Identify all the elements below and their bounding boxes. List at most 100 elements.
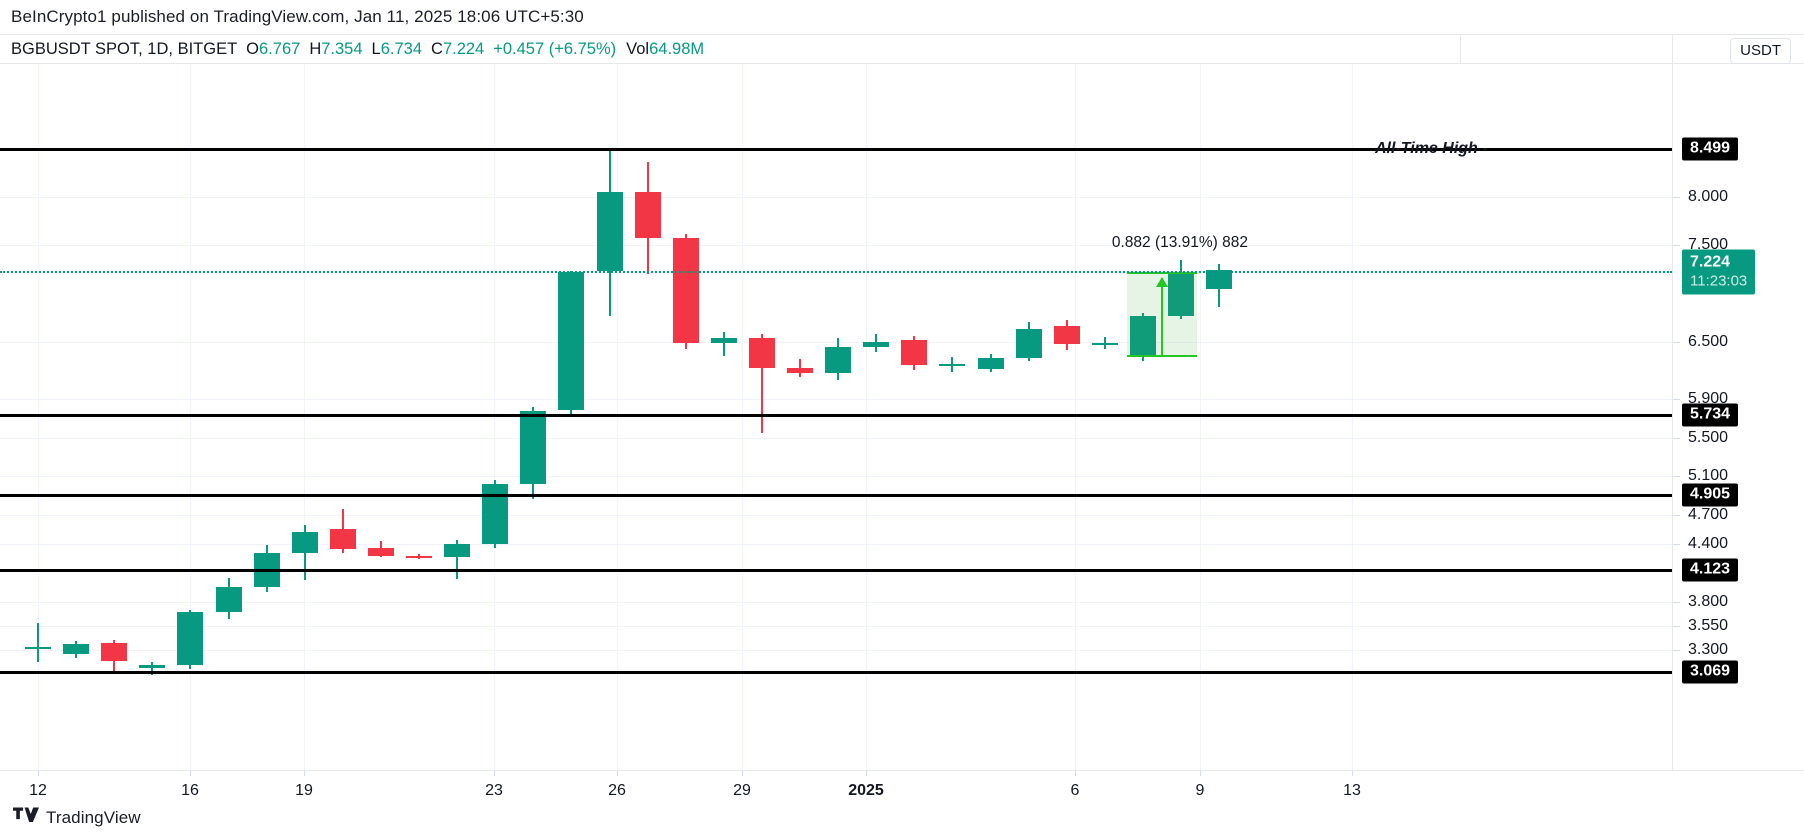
price-axis-label: 4.400 <box>1688 535 1729 552</box>
gridline-vertical <box>1200 64 1201 770</box>
measurement-label: 0.882 (13.91%) 882 <box>1111 234 1249 252</box>
time-axis-tick <box>190 771 191 776</box>
gridline-vertical <box>866 64 867 770</box>
candle-body[interactable] <box>977 357 1004 369</box>
legend-volume: Vol64.98M <box>626 40 704 59</box>
candle-body[interactable] <box>1168 272 1194 316</box>
time-axis-tick <box>1352 771 1353 776</box>
candle-body[interactable] <box>367 547 394 557</box>
time-axis-tick <box>866 771 867 776</box>
price-level-badge[interactable]: 4.905 <box>1682 483 1739 507</box>
currency-badge[interactable]: USDT <box>1730 38 1791 64</box>
time-axis-label: 19 <box>295 782 313 799</box>
price-axis-label: 8.000 <box>1688 188 1729 205</box>
candle-body[interactable] <box>710 337 737 344</box>
price-level-badge[interactable]: 4.123 <box>1682 558 1739 582</box>
candle-body[interactable] <box>215 587 242 613</box>
candle-body[interactable] <box>406 556 432 559</box>
price-level-badge[interactable]: 5.734 <box>1682 403 1739 427</box>
price-level-line[interactable] <box>0 147 1672 151</box>
gridline-horizontal <box>0 399 1672 400</box>
time-axis-tick <box>1200 771 1201 776</box>
candle-wick <box>37 622 39 663</box>
time-axis-label: 9 <box>1195 782 1205 799</box>
current-price-badge[interactable]: 7.224 11:23:03 <box>1682 249 1756 295</box>
price-axis-tick <box>1673 544 1680 545</box>
candle-body[interactable] <box>1129 316 1156 356</box>
time-axis-label: 16 <box>181 782 199 799</box>
footer: TradingView <box>0 803 1804 833</box>
price-axis-tick <box>1673 399 1680 400</box>
price-level-line[interactable] <box>0 568 1672 572</box>
time-axis-label: 12 <box>29 782 47 799</box>
candle-body[interactable] <box>25 646 51 649</box>
price-badge-value: 4.905 <box>1690 485 1731 503</box>
candle-body[interactable] <box>748 337 775 368</box>
candle-wick <box>456 539 459 580</box>
time-axis-tick <box>494 771 495 776</box>
candle-body[interactable] <box>787 367 813 374</box>
price-level-badge[interactable]: 8.499 <box>1682 137 1739 161</box>
candle-body[interactable] <box>596 192 623 272</box>
price-axis-label: 7.500 <box>1688 236 1729 253</box>
candle-body[interactable] <box>101 643 128 662</box>
price-axis-label: 4.700 <box>1688 506 1729 523</box>
candle-body[interactable] <box>672 238 699 344</box>
all-time-high-label: All-Time High - <box>1375 140 1488 157</box>
time-axis-label: 13 <box>1343 782 1361 799</box>
price-axis-label: 3.800 <box>1688 593 1729 610</box>
candle-body[interactable] <box>1206 270 1233 289</box>
candle-body[interactable] <box>558 272 585 410</box>
gridline-vertical <box>190 64 191 770</box>
tradingview-logo-icon <box>13 807 39 829</box>
price-level-line[interactable] <box>0 493 1672 497</box>
candle-body[interactable] <box>634 192 661 239</box>
legend-divider-1 <box>1460 35 1461 63</box>
candle-body[interactable] <box>825 347 852 374</box>
legend-high-key: H <box>309 39 322 58</box>
price-badge-value: 5.734 <box>1690 405 1731 423</box>
time-axis-tick <box>38 771 39 776</box>
footer-brand: TradingView <box>46 808 141 827</box>
candle-body[interactable] <box>901 339 928 365</box>
legend-close-value: 7.224 <box>442 39 485 58</box>
price-axis[interactable]: 8.000 7.500 6.500 5.900 5.500 5.100 4.700 4.400… <box>1672 64 1804 770</box>
price-axis-label: 5.900 <box>1688 390 1729 407</box>
price-axis-label: 3.550 <box>1688 617 1729 634</box>
price-level-badge[interactable]: 3.069 <box>1682 660 1739 684</box>
chart-plot-area[interactable]: 0.882 (13.91%) 882 All-Time High - <box>0 64 1672 770</box>
legend-close: C7.224 <box>431 40 484 59</box>
time-axis[interactable]: 12 16 19 23 26 29 2025 6 9 13 <box>0 770 1804 803</box>
gridline-vertical <box>494 64 495 770</box>
candle-body[interactable] <box>1091 342 1118 345</box>
legend-symbol[interactable]: BGBUSDT SPOT, 1D, BITGET <box>11 39 238 58</box>
candle-body[interactable] <box>1053 326 1080 345</box>
candle-body[interactable] <box>444 543 471 558</box>
price-axis-tick <box>1673 438 1680 439</box>
candle-wick <box>722 331 725 356</box>
legend-volume-key: Vol <box>626 39 650 58</box>
price-level-line[interactable] <box>0 670 1672 674</box>
candle-body[interactable] <box>291 532 318 554</box>
price-axis-tick <box>1673 515 1680 516</box>
candle-body[interactable] <box>863 341 890 348</box>
gridline-horizontal <box>0 650 1672 651</box>
candle-body[interactable] <box>520 410 547 485</box>
legend-change: +0.457 (+6.75%) <box>493 39 617 58</box>
time-axis-label: 23 <box>485 782 503 799</box>
gridline-horizontal <box>0 342 1672 343</box>
gridline-horizontal <box>0 438 1672 439</box>
price-axis-tick <box>1673 626 1680 627</box>
candle-body[interactable] <box>139 665 166 669</box>
legend-open: O6.767 <box>246 40 300 59</box>
price-axis-tick <box>1673 197 1680 198</box>
candle-body[interactable] <box>63 643 90 654</box>
candle-body[interactable] <box>177 612 204 666</box>
candle-body[interactable] <box>939 363 966 366</box>
candle-body[interactable] <box>329 529 356 549</box>
candle-body[interactable] <box>1015 329 1042 358</box>
price-level-line[interactable] <box>0 413 1672 417</box>
gridline-vertical <box>1075 64 1076 770</box>
time-axis-label: 6 <box>1070 782 1080 799</box>
price-level-line[interactable] <box>0 270 1672 273</box>
